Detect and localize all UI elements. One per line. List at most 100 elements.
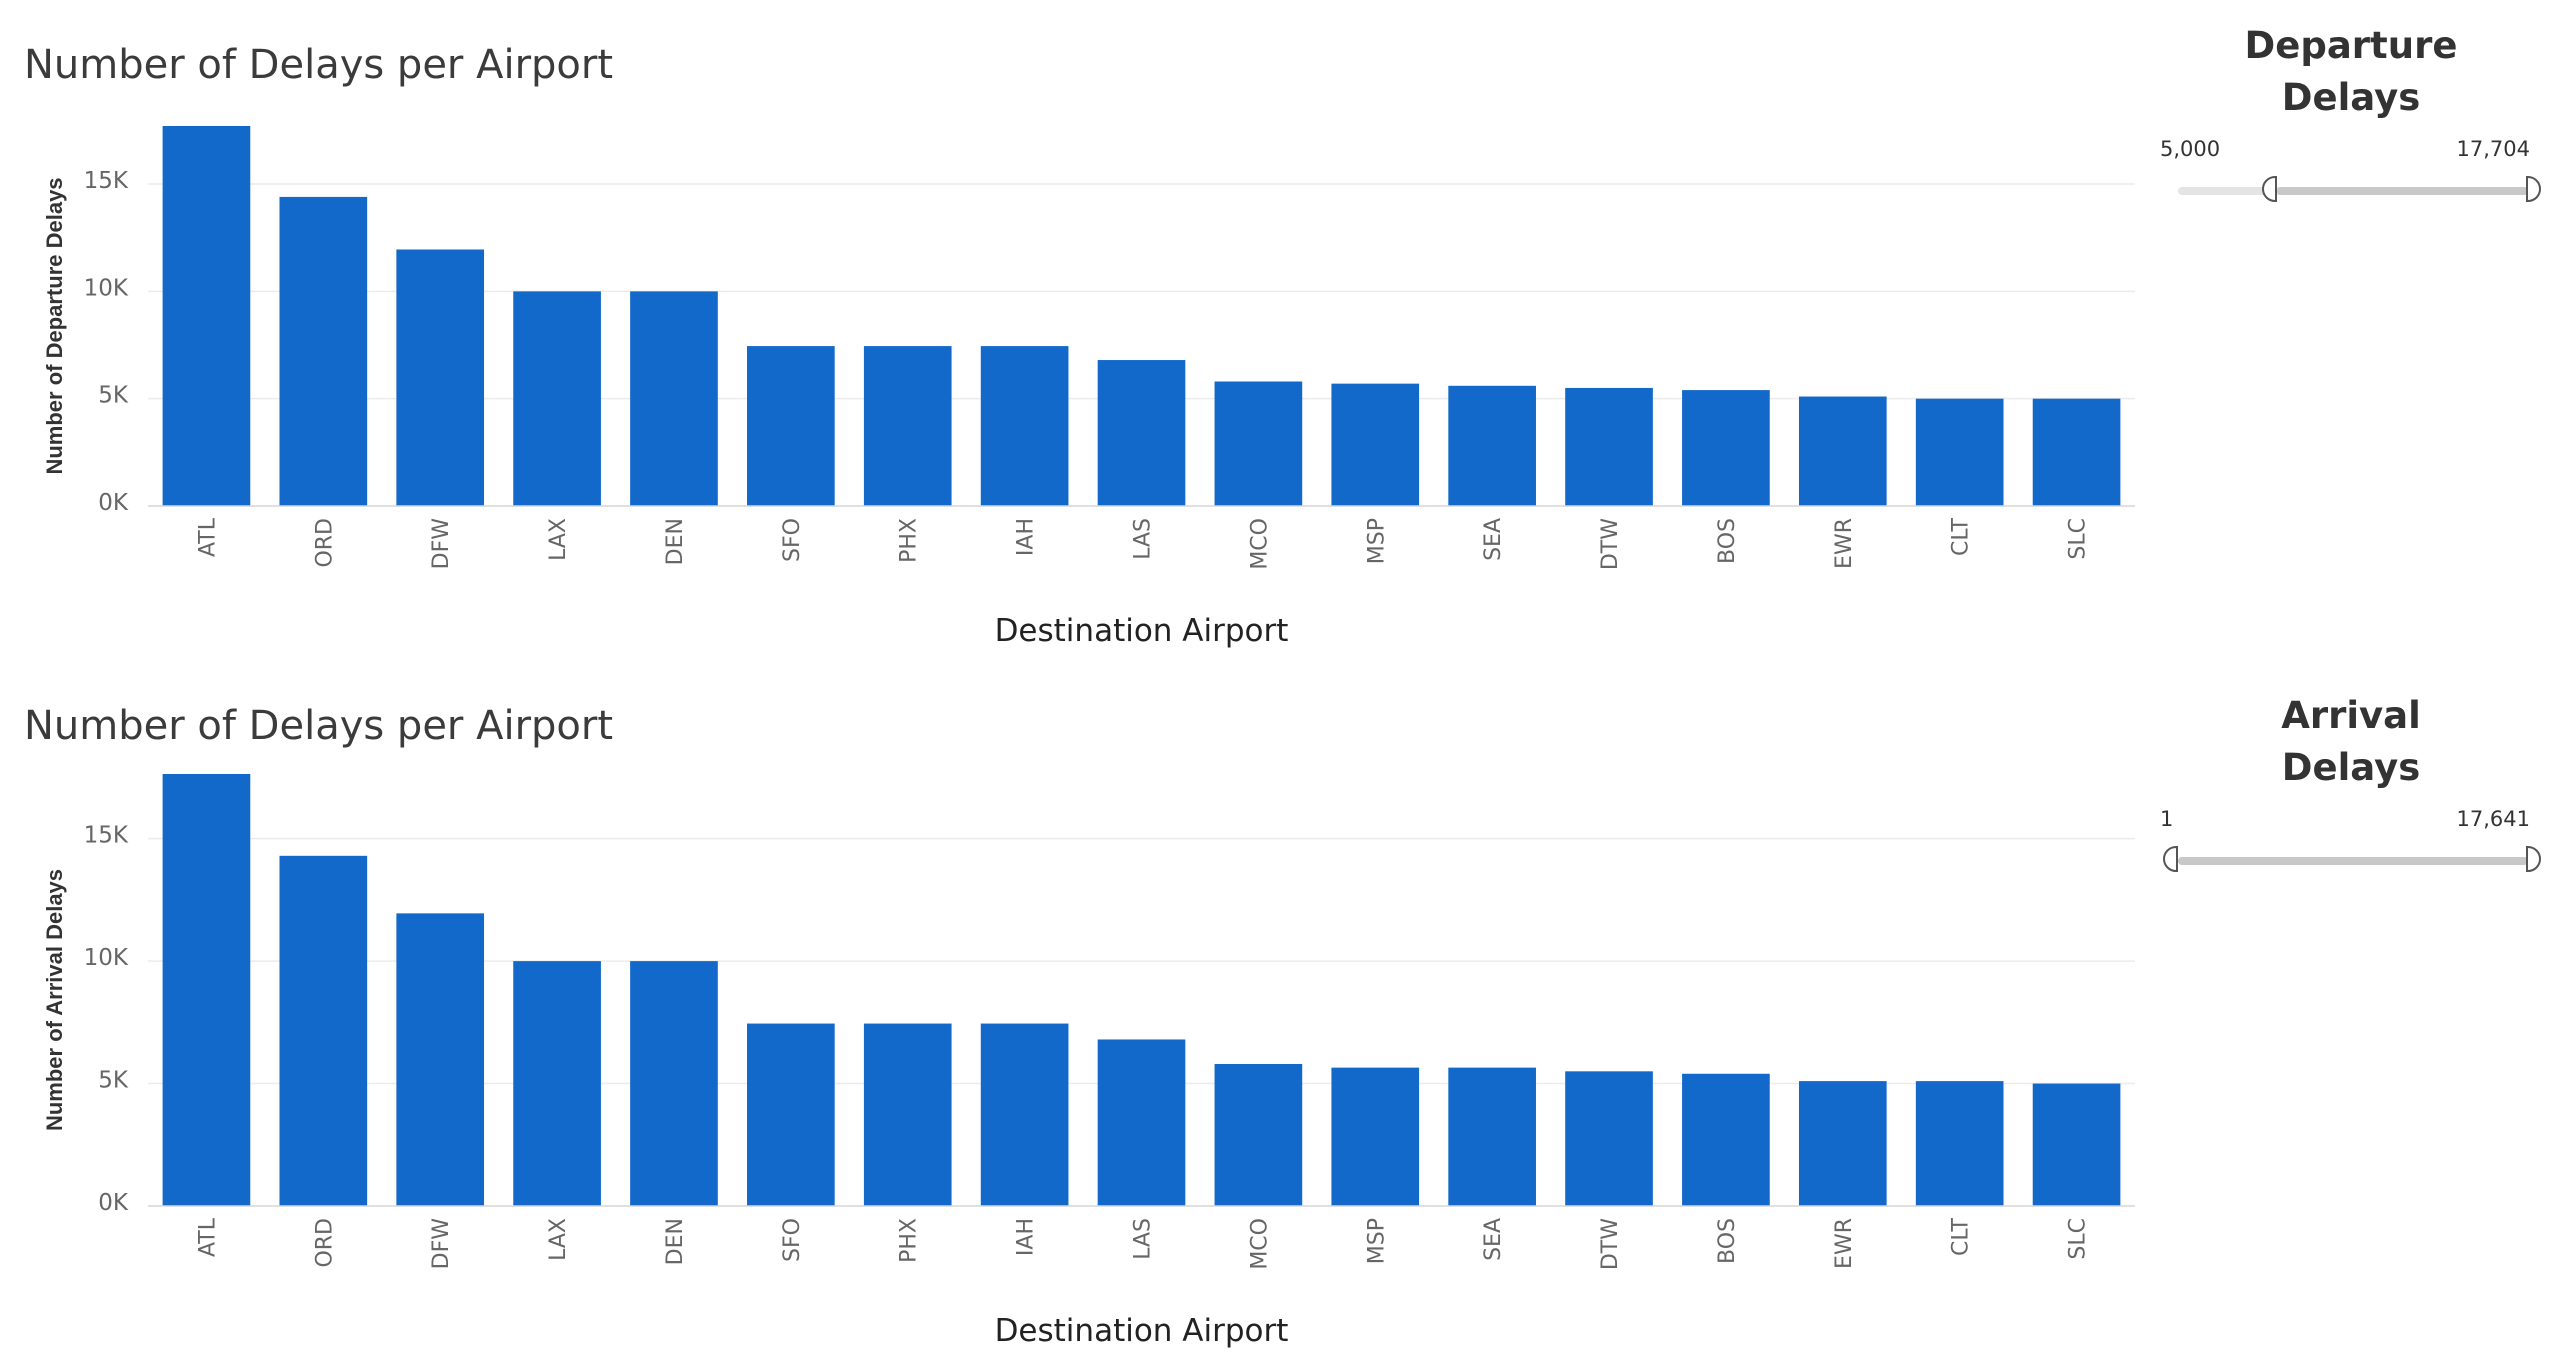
arrival-slider-max-handle[interactable] [2526, 846, 2541, 872]
departure-category-label: PHX [897, 518, 922, 563]
arrival-category-label: DTW [1598, 1218, 1623, 1270]
arrival-delays-chart: 0K 5K 10K 15K ATL ORD DFW LAX DEN SFO PHX IAH LAS MCO… [0, 683, 2150, 1366]
arrival-bar-den[interactable] [630, 961, 718, 1206]
arrival-slider-selected-range [2178, 857, 2528, 865]
departure-category-label: IAH [1014, 518, 1039, 556]
departure-category-label: SEA [1481, 518, 1506, 561]
departure-bar-las[interactable] [1097, 360, 1186, 506]
arrival-bar-las[interactable] [1097, 1039, 1186, 1206]
departure-category-label: SLC [2066, 518, 2091, 560]
arrival-category-label: EWR [1832, 1218, 1857, 1269]
arrival-bar-mco[interactable] [1214, 1063, 1303, 1206]
departure-range-slider[interactable] [2178, 176, 2541, 202]
arrival-bar-clt[interactable] [1915, 1081, 2004, 1206]
departure-bar-dtw[interactable] [1565, 387, 1653, 506]
departure-category-label: EWR [1832, 518, 1857, 569]
departure-filter-title-line1: Departure [2244, 24, 2458, 67]
arrival-bar-sea[interactable] [1448, 1067, 1536, 1206]
departure-bar-den[interactable] [630, 291, 718, 506]
arrival-bar-slc[interactable] [2032, 1083, 2121, 1206]
arrival-range-slider[interactable] [2163, 846, 2541, 872]
departure-category-label: ATL [195, 517, 220, 557]
arrival-bar-dtw[interactable] [1565, 1071, 1653, 1206]
departure-bar-slc[interactable] [2032, 398, 2121, 506]
arrival-y-tick-label: 0K [98, 1190, 129, 1216]
arrival-bar-iah[interactable] [980, 1023, 1069, 1206]
arrival-bar-bos[interactable] [1682, 1073, 1770, 1206]
arrival-category-label: SFO [780, 1218, 805, 1262]
arrival-category-label: SEA [1481, 1218, 1506, 1261]
arrival-category-label: IAH [1014, 1218, 1039, 1256]
departure-category-label: DTW [1598, 518, 1623, 570]
departure-y-tick-label: 15K [84, 168, 129, 194]
departure-bar-atl[interactable] [162, 126, 251, 506]
departure-category-label: LAX [546, 518, 571, 561]
arrival-bar-lax[interactable] [513, 961, 601, 1206]
departure-y-tick-label: 10K [84, 275, 129, 301]
departure-bar-ord[interactable] [279, 196, 368, 507]
arrival-bar-phx[interactable] [863, 1023, 952, 1206]
arrival-category-label: ATL [195, 1217, 220, 1257]
departure-bar-dfw[interactable] [396, 249, 485, 507]
arrival-category-label: ORD [312, 1218, 337, 1268]
departure-slider-max-handle[interactable] [2526, 176, 2541, 202]
departure-filter-max-value: 17,704 [2456, 137, 2530, 161]
arrival-delays-filter-title: Arrival Delays [2150, 690, 2552, 794]
departure-category-label: DEN [663, 518, 688, 565]
arrival-y-tick-label: 10K [84, 945, 129, 971]
departure-bar-ewr[interactable] [1798, 396, 1887, 506]
arrival-slider-min-handle[interactable] [2163, 846, 2178, 872]
departure-bar-sfo[interactable] [747, 346, 835, 506]
arrival-filter-title-line1: Arrival [2281, 694, 2421, 737]
departure-category-label: ORD [312, 518, 337, 568]
departure-bar-clt[interactable] [1915, 398, 2004, 506]
departure-bar-lax[interactable] [513, 291, 601, 506]
arrival-y-tick-label: 15K [84, 823, 129, 849]
departure-category-label: SFO [780, 518, 805, 562]
departure-category-label: DFW [429, 518, 454, 570]
arrival-category-label: LAX [546, 1218, 571, 1261]
departure-chart-title: Number of Delays per Airport [24, 42, 613, 88]
departure-bar-sea[interactable] [1448, 385, 1536, 506]
departure-delays-chart-svg: 0K 5K 10K 15K ATL ORD DFW LAX DEN SFO PHX IAH LAS MCO… [24, 42, 2135, 649]
departure-bar-mco[interactable] [1214, 381, 1303, 506]
arrival-chart-title: Number of Delays per Airport [24, 703, 613, 749]
arrival-bar-ord[interactable] [279, 855, 368, 1206]
arrival-filter-max-value: 17,641 [2456, 807, 2530, 831]
arrival-delays-filter: Arrival Delays 1 17,641 [2150, 690, 2552, 990]
departure-bar-msp[interactable] [1331, 383, 1420, 506]
departure-x-axis-title: Destination Airport [995, 613, 1289, 649]
arrival-bar-dfw[interactable] [396, 913, 485, 1206]
arrival-bar-msp[interactable] [1331, 1067, 1420, 1206]
arrival-filter-min-value: 1 [2160, 807, 2174, 831]
arrival-category-label: BOS [1715, 1218, 1740, 1264]
departure-y-tick-label: 5K [98, 383, 129, 409]
departure-y-axis-title: Number of Departure Delays [42, 177, 67, 474]
arrival-category-label: PHX [897, 1218, 922, 1263]
departure-bar-iah[interactable] [980, 346, 1069, 506]
departure-bar-bos[interactable] [1682, 390, 1770, 506]
arrival-filter-title-line2: Delays [2281, 746, 2421, 789]
arrival-bar-sfo[interactable] [747, 1023, 835, 1206]
departure-y-tick-label: 0K [98, 490, 129, 516]
departure-filter-min-value: 5,000 [2160, 137, 2221, 161]
departure-category-label: MCO [1247, 518, 1272, 570]
departure-category-label: MSP [1364, 518, 1389, 564]
departure-delays-filter-title: Departure Delays [2150, 20, 2552, 124]
departure-slider-selected-range [2276, 187, 2528, 195]
departure-delays-filter: Departure Delays 5,000 17,704 [2150, 20, 2552, 320]
arrival-category-label: MSP [1364, 1218, 1389, 1264]
arrival-category-label: DEN [663, 1218, 688, 1265]
departure-category-label: CLT [1949, 517, 1974, 556]
arrival-category-label: CLT [1949, 1217, 1974, 1256]
arrival-category-label: MCO [1247, 1218, 1272, 1270]
departure-category-label: BOS [1715, 518, 1740, 564]
arrival-x-axis-title: Destination Airport [995, 1313, 1289, 1349]
departure-filter-title-line2: Delays [2281, 76, 2421, 119]
arrival-y-axis-title: Number of Arrival Delays [42, 869, 67, 1131]
departure-delays-chart: 0K 5K 10K 15K ATL ORD DFW LAX DEN SFO PHX IAH LAS MCO… [0, 0, 2150, 683]
arrival-bar-atl[interactable] [162, 774, 251, 1206]
departure-bar-phx[interactable] [863, 346, 952, 506]
departure-slider-min-handle[interactable] [2261, 176, 2277, 202]
arrival-bar-ewr[interactable] [1798, 1081, 1887, 1206]
